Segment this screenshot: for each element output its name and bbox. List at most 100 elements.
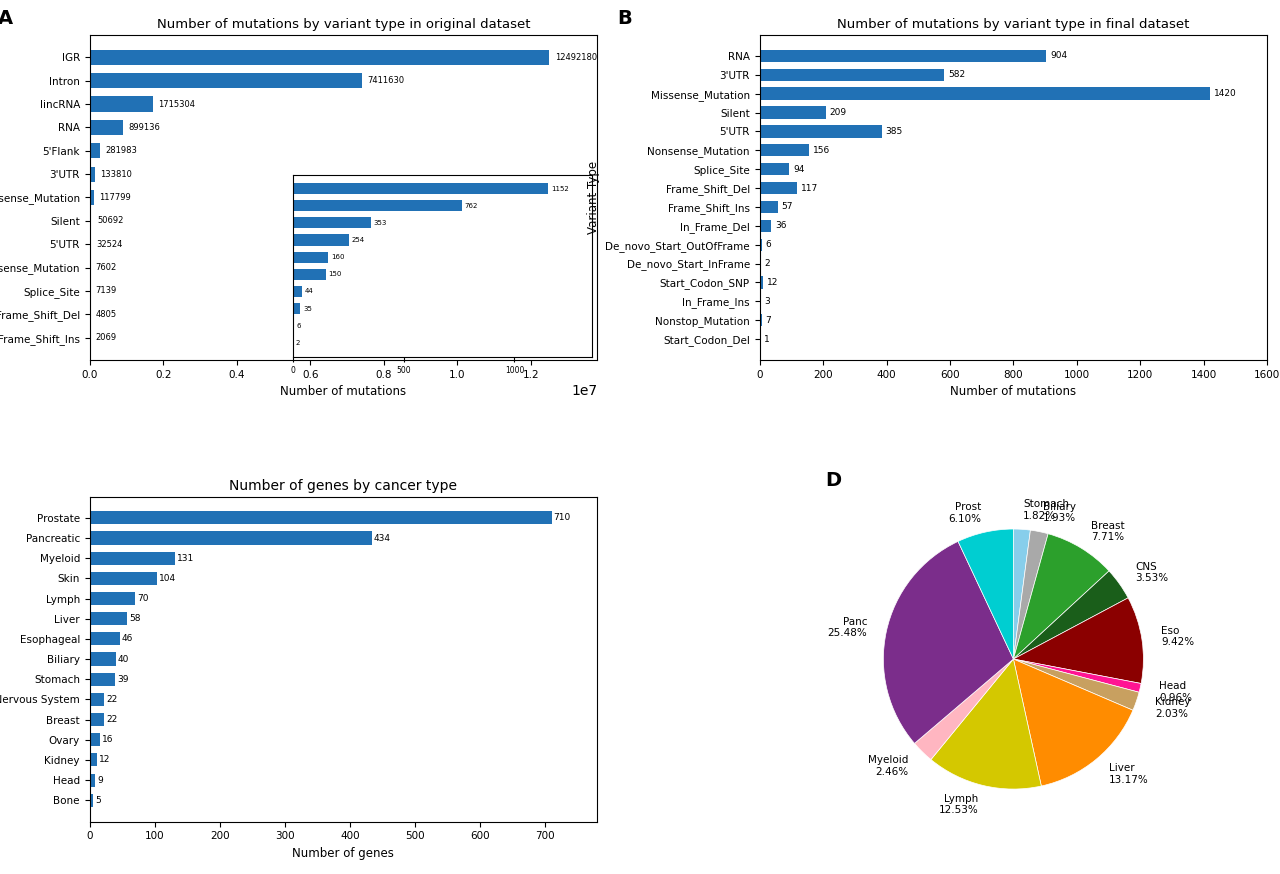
Text: Biliary
1.93%: Biliary 1.93% — [1043, 502, 1076, 524]
Bar — [90, 713, 104, 726]
Bar — [759, 69, 945, 81]
Text: 40: 40 — [118, 655, 129, 663]
Text: 12492180: 12492180 — [554, 52, 596, 62]
Bar — [90, 190, 93, 205]
Bar — [759, 276, 763, 288]
Text: 12: 12 — [100, 755, 111, 765]
Text: 7: 7 — [765, 316, 772, 325]
Text: 133810: 133810 — [100, 170, 132, 178]
Bar — [759, 144, 809, 156]
Text: 50692: 50692 — [97, 217, 123, 225]
Bar — [90, 213, 91, 228]
Wedge shape — [1014, 598, 1143, 683]
Text: 209: 209 — [829, 108, 847, 117]
Bar — [90, 612, 127, 625]
Bar — [90, 653, 115, 666]
Text: 94: 94 — [794, 164, 805, 174]
Text: 582: 582 — [948, 70, 965, 80]
Bar — [90, 511, 552, 524]
Bar — [90, 73, 362, 88]
Text: 16: 16 — [102, 735, 114, 745]
Bar — [90, 572, 157, 585]
Text: 6: 6 — [765, 240, 771, 249]
Bar — [90, 753, 97, 766]
Bar — [90, 773, 96, 787]
Text: D: D — [824, 470, 841, 489]
Wedge shape — [1014, 659, 1140, 692]
Text: 1: 1 — [764, 335, 769, 343]
Text: 117799: 117799 — [100, 193, 132, 202]
Text: 4805: 4805 — [95, 309, 116, 319]
Bar — [90, 50, 549, 65]
Text: 104: 104 — [159, 574, 177, 583]
Bar — [90, 96, 152, 112]
Wedge shape — [1014, 659, 1133, 786]
X-axis label: Number of genes: Number of genes — [292, 847, 394, 860]
Text: 5: 5 — [95, 795, 101, 805]
Text: Breast
7.71%: Breast 7.71% — [1092, 521, 1125, 542]
Text: 7411630: 7411630 — [367, 76, 404, 85]
Text: 385: 385 — [886, 127, 902, 135]
Text: 710: 710 — [553, 513, 571, 523]
Wedge shape — [1014, 529, 1030, 659]
Text: Eso
9.42%: Eso 9.42% — [1161, 626, 1194, 648]
Bar — [759, 314, 762, 326]
Text: Liver
13.17%: Liver 13.17% — [1108, 764, 1148, 785]
Text: Stomach
1.82%: Stomach 1.82% — [1023, 499, 1069, 521]
Text: A: A — [0, 9, 13, 28]
Bar — [759, 87, 1210, 100]
Bar — [90, 167, 95, 182]
Text: 434: 434 — [374, 533, 390, 543]
Text: B: B — [617, 9, 632, 28]
Wedge shape — [931, 659, 1042, 789]
Bar — [759, 239, 762, 251]
Wedge shape — [1014, 534, 1108, 659]
Bar — [90, 673, 115, 686]
Title: Number of genes by cancer type: Number of genes by cancer type — [229, 479, 457, 493]
Text: Myeloid
2.46%: Myeloid 2.46% — [868, 755, 909, 777]
Text: 36: 36 — [774, 221, 786, 231]
Text: 22: 22 — [106, 695, 116, 704]
Text: Head
0.96%: Head 0.96% — [1160, 682, 1192, 703]
Wedge shape — [1014, 531, 1048, 659]
X-axis label: Number of mutations: Number of mutations — [280, 385, 407, 399]
Title: Number of mutations by variant type in original dataset: Number of mutations by variant type in o… — [156, 18, 530, 31]
Bar — [759, 219, 771, 232]
Bar — [90, 632, 119, 645]
Bar — [90, 551, 175, 565]
Text: 156: 156 — [813, 146, 831, 155]
Text: 3: 3 — [764, 297, 771, 306]
Text: 117: 117 — [800, 184, 818, 192]
Bar — [90, 794, 93, 807]
Wedge shape — [957, 529, 1014, 659]
Bar — [90, 592, 136, 605]
Text: 7139: 7139 — [96, 287, 116, 295]
Bar — [90, 531, 372, 545]
X-axis label: Number of mutations: Number of mutations — [950, 385, 1076, 399]
Text: 131: 131 — [177, 554, 195, 563]
Text: 904: 904 — [1050, 52, 1068, 60]
Text: 46: 46 — [122, 635, 133, 643]
Text: 7602: 7602 — [96, 263, 116, 272]
Text: 1715304: 1715304 — [159, 100, 196, 108]
Bar — [90, 120, 123, 135]
Wedge shape — [883, 541, 1014, 744]
Text: 2: 2 — [764, 259, 769, 268]
Bar — [90, 143, 100, 158]
Bar — [759, 182, 796, 194]
Bar — [759, 125, 882, 137]
Wedge shape — [1014, 571, 1128, 659]
Text: 39: 39 — [116, 675, 128, 683]
Text: 899136: 899136 — [128, 123, 160, 132]
Y-axis label: Variant Type: Variant Type — [586, 161, 600, 234]
Text: 9: 9 — [97, 775, 104, 785]
Text: 281983: 281983 — [105, 146, 137, 156]
Text: Panc
25.48%: Panc 25.48% — [827, 617, 868, 638]
Bar — [759, 163, 790, 176]
Text: 2069: 2069 — [95, 333, 116, 342]
Bar — [759, 50, 1047, 62]
Text: 70: 70 — [137, 594, 148, 603]
Text: 32524: 32524 — [96, 239, 123, 249]
Text: 12: 12 — [767, 278, 778, 287]
Text: 1420: 1420 — [1213, 89, 1236, 98]
